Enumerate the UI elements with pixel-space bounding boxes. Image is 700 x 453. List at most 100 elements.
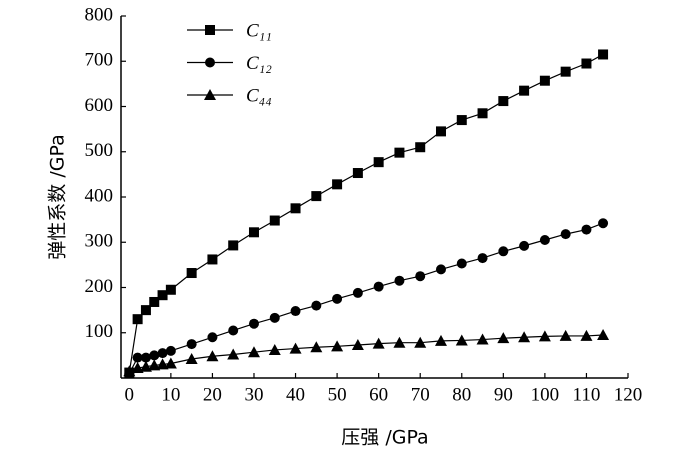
marker xyxy=(560,66,571,77)
marker xyxy=(289,342,302,354)
marker xyxy=(352,287,363,298)
x-tick-label: 120 xyxy=(614,384,643,405)
marker xyxy=(268,343,281,355)
series-line xyxy=(128,53,604,373)
x-tick-label: 0 xyxy=(125,384,135,405)
x-tick-label: 50 xyxy=(328,384,347,405)
x-tick-label: 30 xyxy=(244,384,263,405)
x-tick-label: 110 xyxy=(573,384,601,405)
marker xyxy=(269,312,280,323)
marker xyxy=(435,126,446,137)
legend-label: C₁₂ xyxy=(246,53,272,74)
marker xyxy=(156,358,169,370)
x-tick-label: 20 xyxy=(203,384,222,405)
marker xyxy=(580,329,593,341)
marker xyxy=(597,329,610,341)
marker xyxy=(149,350,160,361)
marker xyxy=(598,49,609,60)
marker xyxy=(539,75,550,86)
marker xyxy=(228,240,239,251)
marker xyxy=(186,339,197,350)
marker xyxy=(149,296,160,307)
y-tick-label: 500 xyxy=(85,140,114,161)
legend-label: C₄₄ xyxy=(246,85,272,106)
marker xyxy=(456,115,467,126)
marker xyxy=(332,293,343,304)
marker xyxy=(228,325,239,336)
marker xyxy=(123,365,136,377)
marker xyxy=(331,340,344,352)
marker xyxy=(351,338,364,350)
marker xyxy=(140,305,151,316)
marker xyxy=(352,168,363,179)
marker xyxy=(598,218,609,229)
marker xyxy=(165,284,176,295)
x-axis-label: 压强 /GPa xyxy=(341,427,428,449)
marker xyxy=(206,350,219,362)
legend-marker xyxy=(205,25,215,35)
x-tick-label: 10 xyxy=(161,384,180,405)
marker xyxy=(157,290,168,301)
legend-marker xyxy=(205,57,215,68)
marker xyxy=(186,268,197,279)
marker xyxy=(185,352,198,364)
marker xyxy=(498,96,509,107)
marker xyxy=(519,240,530,251)
marker xyxy=(269,215,280,226)
marker xyxy=(434,334,447,346)
marker xyxy=(131,362,144,374)
marker xyxy=(290,203,301,214)
marker xyxy=(227,348,240,360)
marker xyxy=(373,157,384,168)
marker xyxy=(290,306,301,317)
x-tick-label: 100 xyxy=(531,384,560,405)
y-tick-label: 800 xyxy=(85,4,114,25)
series-line xyxy=(129,334,604,372)
marker xyxy=(247,346,260,358)
y-axis-label: 弹性系数 /GPa xyxy=(47,134,69,259)
legend-label: C₁₁ xyxy=(246,20,272,41)
marker xyxy=(132,314,143,325)
y-tick-label: 600 xyxy=(85,95,114,116)
marker xyxy=(311,191,322,202)
y-tick-label: 700 xyxy=(85,50,114,71)
marker xyxy=(248,318,259,329)
marker xyxy=(311,300,322,311)
marker xyxy=(581,58,592,69)
x-tick-label: 80 xyxy=(452,384,471,405)
marker xyxy=(394,275,405,286)
marker xyxy=(497,332,510,344)
y-tick-label: 200 xyxy=(85,276,114,297)
x-tick-label: 40 xyxy=(286,384,305,405)
marker xyxy=(132,352,143,363)
y-tick-label: 100 xyxy=(85,321,114,342)
marker xyxy=(148,359,161,371)
y-tick-label: 300 xyxy=(85,231,114,252)
marker xyxy=(581,224,592,235)
marker xyxy=(498,246,509,257)
series-line xyxy=(128,222,604,374)
marker xyxy=(477,108,488,119)
y-tick-label: 400 xyxy=(85,185,114,206)
marker xyxy=(332,179,343,190)
marker xyxy=(157,348,168,359)
x-tick-label: 70 xyxy=(411,384,430,405)
marker xyxy=(139,360,152,372)
marker xyxy=(559,329,572,341)
marker xyxy=(560,229,571,240)
marker xyxy=(373,281,384,292)
marker xyxy=(165,345,176,356)
marker xyxy=(414,336,427,348)
x-tick-label: 90 xyxy=(494,384,513,405)
marker xyxy=(310,341,323,353)
marker xyxy=(248,227,259,238)
marker xyxy=(393,336,406,348)
marker xyxy=(164,357,177,369)
marker xyxy=(456,258,467,269)
marker xyxy=(207,254,218,265)
marker xyxy=(140,352,151,363)
marker xyxy=(538,330,551,342)
x-tick-label: 60 xyxy=(369,384,388,405)
marker xyxy=(207,332,218,343)
